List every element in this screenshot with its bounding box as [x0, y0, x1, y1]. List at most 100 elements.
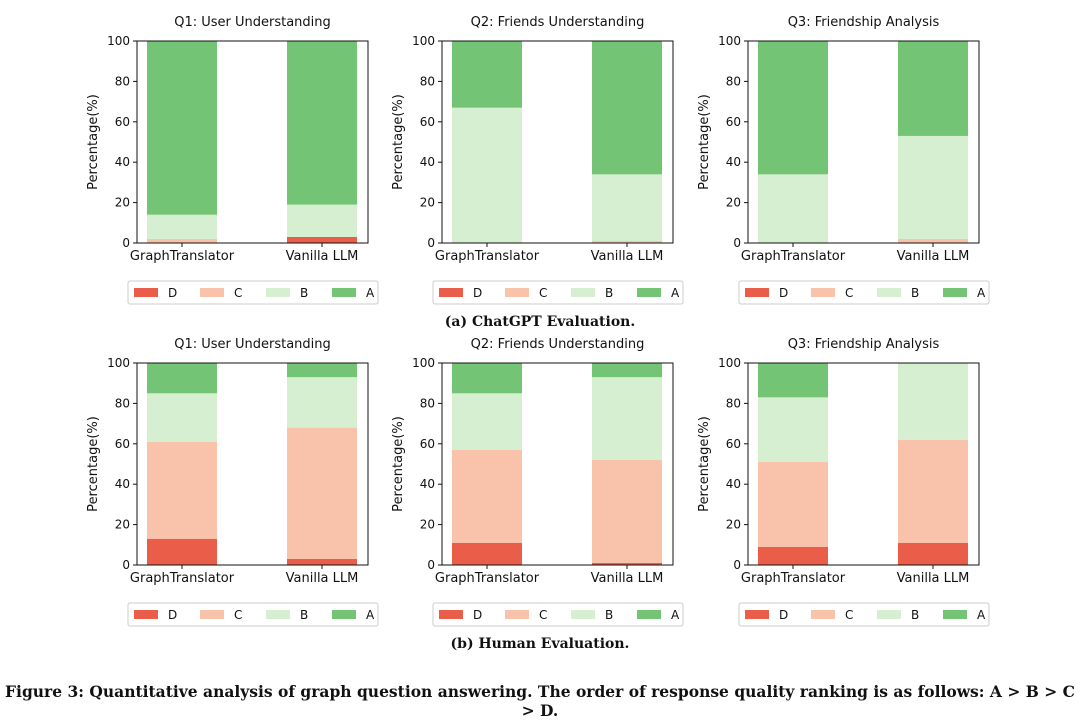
y-tick-label: 60 [726, 115, 741, 129]
chart-title: Q2: Friends Understanding [471, 15, 645, 30]
x-tick-label: Vanilla LLM [591, 571, 664, 586]
bar-C-vanilla-llm [592, 240, 662, 243]
legend-label-A: A [366, 286, 375, 300]
legend-label-B: B [300, 608, 308, 622]
y-tick-label: 0 [427, 558, 435, 572]
legend-box [432, 280, 684, 305]
y-tick-label: 100 [718, 356, 741, 370]
y-tick-label: 100 [412, 356, 435, 370]
legend-label-D: D [779, 608, 788, 622]
bar-C-vanilla-llm [898, 439, 968, 543]
y-tick-label: 60 [115, 437, 130, 451]
legend-box [127, 280, 379, 305]
legend-label-A: A [977, 286, 986, 300]
y-tick-label: 0 [733, 558, 741, 572]
caption-human-evaluation: (b) Human Evaluation. [450, 636, 630, 652]
legend-swatch-D [745, 610, 769, 619]
legend-swatch-A [943, 610, 967, 619]
y-tick-label: 100 [107, 34, 130, 48]
y-axis-label: Percentage(%) [86, 94, 101, 190]
bar-D-vanilla-llm [592, 562, 662, 565]
legend-label-C: C [234, 608, 242, 622]
legend-label-B: B [300, 286, 308, 300]
legend-label-A: A [671, 286, 680, 300]
legend-box [432, 602, 684, 627]
bar-A-vanilla-llm [287, 363, 357, 378]
y-tick-label: 80 [420, 396, 435, 410]
bar-B-graphtranslator [147, 214, 217, 239]
y-tick-label: 80 [420, 74, 435, 88]
bar-C-vanilla-llm [287, 427, 357, 559]
y-tick-label: 20 [726, 518, 741, 532]
legend-box [738, 280, 990, 305]
plot-frame [136, 40, 369, 244]
bar-A-vanilla-llm [287, 41, 357, 205]
bar-D-graphtranslator [452, 542, 522, 565]
legend-swatch-B [266, 288, 290, 297]
x-tick-label: GraphTranslator [741, 571, 846, 586]
plot-frame [136, 362, 369, 566]
bar-B-graphtranslator [147, 393, 217, 442]
legend-label-D: D [473, 608, 482, 622]
x-tick-label: GraphTranslator [741, 249, 846, 264]
y-tick-label: 40 [726, 155, 741, 169]
bar-A-graphtranslator [452, 41, 522, 108]
legend-swatch-C [811, 610, 835, 619]
legend-swatch-C [811, 288, 835, 297]
legend-swatch-C [200, 610, 224, 619]
bar-A-vanilla-llm [592, 41, 662, 175]
bar-C-graphtranslator [147, 238, 217, 243]
legend-label-C: C [234, 286, 242, 300]
legend-swatch-A [332, 288, 356, 297]
bar-D-vanilla-llm [287, 558, 357, 565]
plot-frame [747, 40, 980, 244]
legend-swatch-D [439, 288, 463, 297]
x-tick-label: GraphTranslator [130, 571, 235, 586]
legend-swatch-A [637, 610, 661, 619]
bar-A-graphtranslator [147, 363, 217, 394]
bar-C-graphtranslator [758, 461, 828, 547]
y-tick-label: 60 [420, 437, 435, 451]
y-tick-label: 80 [726, 396, 741, 410]
legend-swatch-A [943, 288, 967, 297]
bar-B-vanilla-llm [287, 377, 357, 428]
chart-panel-5: Q2: Friends Understanding Percentage(%) Gr… [391, 337, 684, 627]
chart-panel-6: Q3: Friendship Analysis Percentage(%) Grap… [697, 337, 990, 627]
bar-A-vanilla-llm [592, 363, 662, 378]
y-tick-label: 60 [115, 115, 130, 129]
chart-title: Q2: Friends Understanding [471, 337, 645, 352]
x-tick-label: Vanilla LLM [591, 249, 664, 264]
legend-label-B: B [605, 286, 613, 300]
y-tick-label: 40 [420, 155, 435, 169]
y-tick-label: 20 [115, 518, 130, 532]
y-tick-label: 40 [726, 477, 741, 491]
y-tick-label: 80 [115, 74, 130, 88]
legend-swatch-C [505, 288, 529, 297]
legend-swatch-B [877, 288, 901, 297]
bar-B-graphtranslator [452, 107, 522, 243]
legend-swatch-C [505, 610, 529, 619]
y-tick-label: 60 [420, 115, 435, 129]
legend-label-C: C [539, 608, 547, 622]
chart-title: Q1: User Understanding [174, 337, 331, 352]
y-tick-label: 40 [115, 477, 130, 491]
legend-swatch-B [571, 288, 595, 297]
bar-A-graphtranslator [758, 363, 828, 398]
bar-C-graphtranslator [147, 441, 217, 539]
x-tick-label: Vanilla LLM [286, 249, 359, 264]
legend-box [738, 602, 990, 627]
chart-panel-2: Q2: Friends Understanding Percentage(%) Gr… [391, 15, 684, 305]
y-tick-label: 40 [115, 155, 130, 169]
x-tick-label: Vanilla LLM [897, 249, 970, 264]
legend-swatch-A [332, 610, 356, 619]
legend-swatch-B [877, 610, 901, 619]
y-axis-label: Percentage(%) [697, 416, 712, 512]
bar-B-graphtranslator [758, 397, 828, 462]
bar-B-vanilla-llm [592, 174, 662, 241]
